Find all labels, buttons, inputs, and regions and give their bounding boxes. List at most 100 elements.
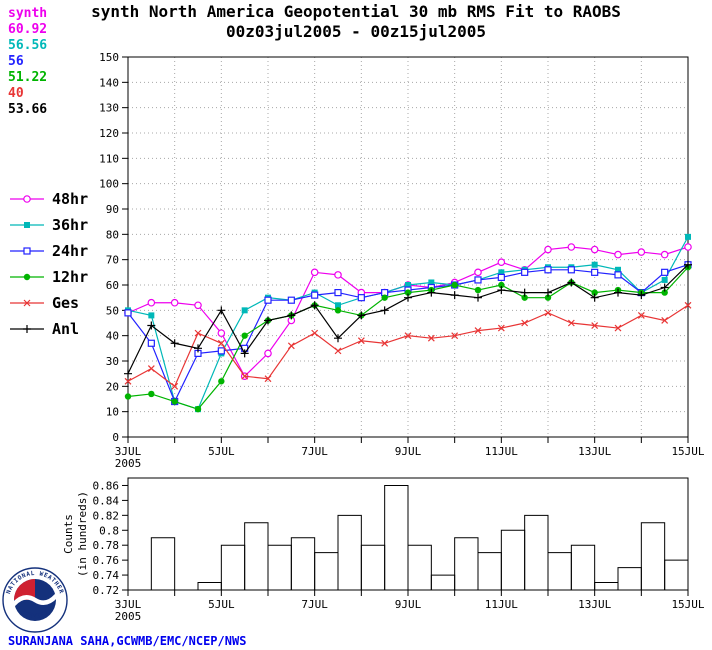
- open-circle-marker: [217, 329, 226, 337]
- y-tick-label: 100: [99, 178, 119, 191]
- open-square-marker: [357, 294, 365, 302]
- filled-square-marker: [241, 307, 248, 314]
- legend-entry-Ges: Ges: [8, 290, 88, 316]
- count-bar: [594, 582, 619, 590]
- counts-x-tick-label: 13JUL: [578, 598, 611, 611]
- filled-square-marker: [591, 261, 598, 268]
- open-circle-marker: [170, 298, 179, 307]
- legend-label: Anl: [52, 320, 80, 338]
- x-marker: [23, 299, 31, 307]
- counts-y-tick-label: 0.72: [93, 584, 120, 597]
- filled-circle-marker: [661, 289, 668, 296]
- x-tick-label: 7JUL: [301, 445, 328, 458]
- plus-marker: [310, 301, 319, 310]
- plus-marker: [637, 291, 646, 300]
- plus-marker: [240, 349, 249, 358]
- x-marker: [147, 365, 155, 373]
- plus-marker: [124, 369, 132, 378]
- open-circle-marker: [614, 250, 622, 259]
- counts-y-axis-label-line2: (in hundreds): [76, 491, 89, 577]
- x-marker: [684, 301, 692, 309]
- plus-marker: [544, 288, 552, 297]
- count-bar: [664, 559, 689, 590]
- open-circle-marker: [264, 349, 272, 358]
- counts-x-tick-label: 9JUL: [395, 598, 422, 611]
- y-tick-label: 110: [99, 152, 119, 165]
- legend-sample-24hr: [10, 247, 44, 255]
- count-bar: [337, 514, 362, 590]
- filled-circle-marker: [474, 286, 482, 294]
- filled-square-marker: [148, 312, 155, 319]
- plus-marker: [147, 321, 156, 330]
- x-marker: [217, 339, 225, 347]
- count-bar: [570, 544, 596, 590]
- x-marker: [404, 332, 412, 340]
- counts-x-tick-label: 3JUL: [115, 598, 142, 611]
- open-circle-marker: [147, 298, 156, 307]
- plus-marker: [427, 288, 436, 297]
- open-square-marker: [497, 273, 505, 281]
- plus-marker: [217, 306, 226, 315]
- count-bar: [524, 514, 549, 590]
- open-square-marker: [614, 271, 622, 279]
- filled-square-marker: [615, 266, 621, 273]
- y-tick-label: 70: [106, 254, 119, 267]
- count-bar: [640, 522, 666, 590]
- counts-x-tick-label: 11JUL: [485, 598, 518, 611]
- legend-sample-36hr: [10, 222, 44, 228]
- open-circle-marker: [567, 243, 576, 251]
- y-tick-label: 90: [106, 203, 119, 216]
- open-circle-marker: [544, 245, 552, 254]
- plus-marker: [684, 260, 692, 269]
- plus-marker: [264, 316, 272, 325]
- legend-label: 24hr: [52, 242, 89, 260]
- count-bar: [360, 544, 386, 590]
- filled-circle-marker: [194, 405, 202, 413]
- counts-x-tick-label: 5JUL: [208, 598, 235, 611]
- legend-entry-12hr: 12hr: [8, 264, 88, 290]
- x-marker: [381, 339, 389, 347]
- series-48hr: [124, 243, 692, 381]
- count-bar: [547, 552, 572, 590]
- x-tick-label: 11JUL: [485, 445, 518, 458]
- legend-entry-24hr: 24hr: [8, 238, 88, 264]
- plus-marker: [660, 283, 669, 292]
- legend-sample-12hr: [10, 273, 44, 281]
- filled-circle-marker: [381, 294, 388, 301]
- series-Ges: [124, 301, 692, 390]
- x-marker: [241, 372, 249, 380]
- open-square-marker: [287, 296, 295, 304]
- open-square-marker: [334, 289, 342, 297]
- filled-square-marker: [335, 302, 341, 309]
- x-tick-label: 5JUL: [208, 445, 235, 458]
- chart-title: synth North America Geopotential 30 mb R…: [0, 2, 712, 42]
- stat-value: 40: [8, 86, 24, 101]
- x-marker: [637, 311, 645, 319]
- stat-value: 60.92: [8, 22, 48, 37]
- filled-circle-marker: [124, 393, 132, 400]
- plus-marker: [194, 344, 202, 353]
- x-marker: [451, 332, 459, 340]
- open-square-marker: [544, 266, 552, 274]
- open-circle-marker: [590, 245, 599, 254]
- counts-y-tick-label: 0.78: [93, 539, 120, 552]
- stats-title: synth: [8, 6, 48, 21]
- plus-marker: [23, 325, 31, 333]
- x-marker: [311, 329, 319, 337]
- plus-marker: [287, 311, 296, 320]
- y-tick-label: 150: [99, 51, 119, 64]
- legend-label: Ges: [52, 294, 80, 312]
- x-marker: [357, 337, 365, 345]
- open-square-marker: [23, 247, 31, 255]
- x-tick-label: 9JUL: [395, 445, 422, 458]
- x-marker: [194, 329, 202, 337]
- count-bar: [430, 574, 456, 590]
- x-marker: [567, 319, 575, 327]
- nws-logo: NATIONAL WEATHER SERVICE: [2, 567, 68, 633]
- filled-circle-marker: [171, 398, 178, 405]
- counts-y-tick-label: 0.76: [93, 554, 120, 567]
- filled-circle-marker: [334, 307, 342, 314]
- filled-square-marker: [661, 276, 668, 283]
- x-year-label: 2005: [115, 457, 142, 470]
- credit-line: SURANJANA SAHA,GCWMB/EMC/NCEP/NWS: [8, 634, 247, 648]
